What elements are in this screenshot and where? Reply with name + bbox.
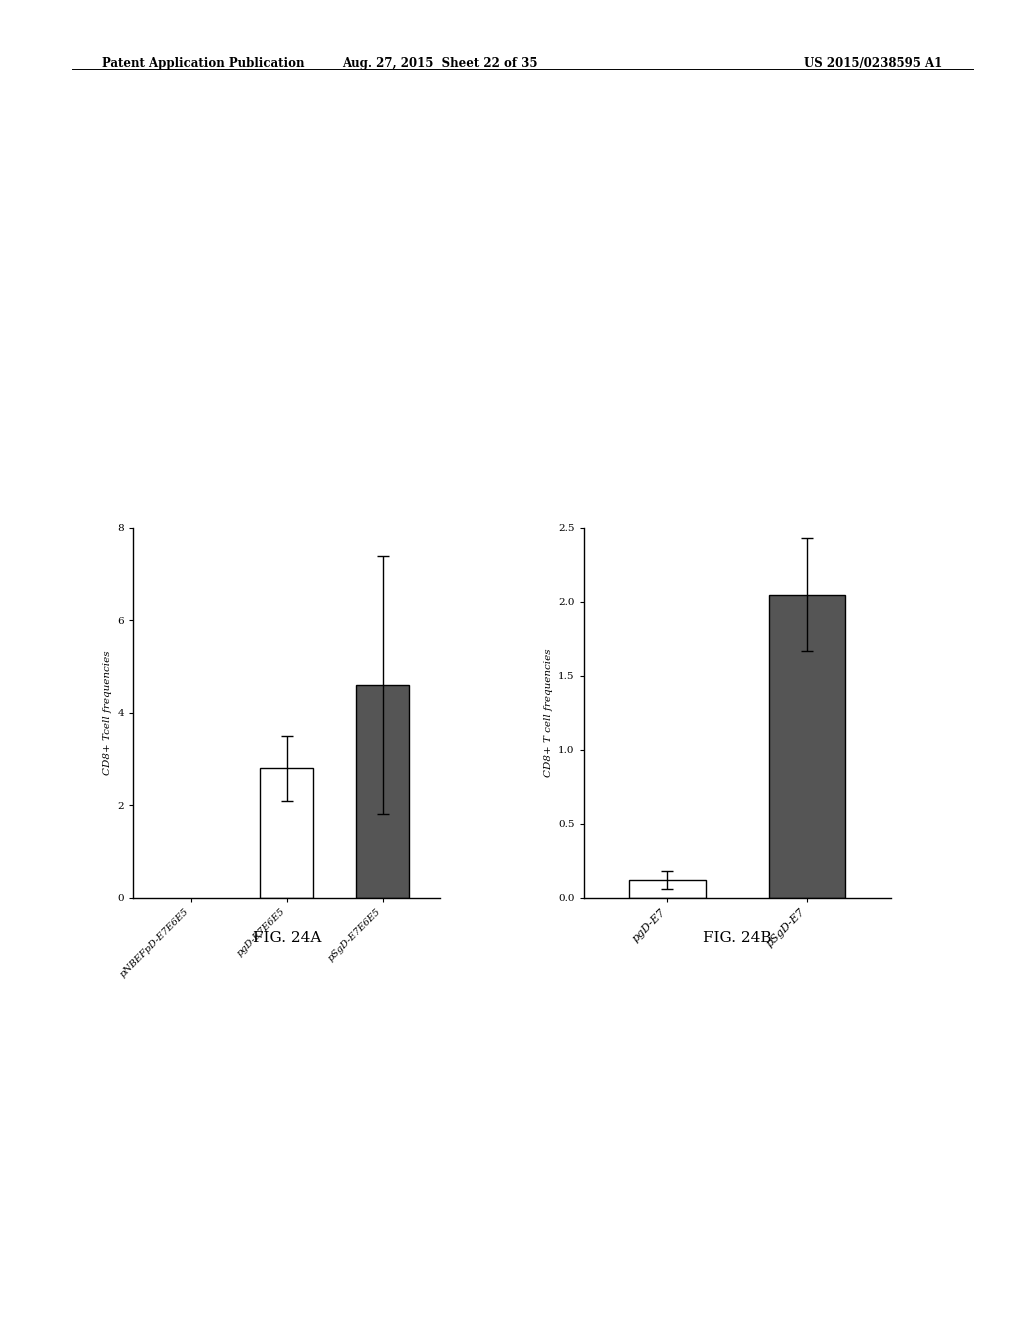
Text: FIG. 24A: FIG. 24A xyxy=(253,931,321,945)
Text: US 2015/0238595 A1: US 2015/0238595 A1 xyxy=(804,57,942,70)
Y-axis label: CD8+ Tcell frequencies: CD8+ Tcell frequencies xyxy=(102,651,112,775)
Text: Patent Application Publication: Patent Application Publication xyxy=(102,57,305,70)
Bar xyxy=(356,685,410,898)
Text: FIG. 24B: FIG. 24B xyxy=(703,931,771,945)
Bar xyxy=(769,594,846,898)
Y-axis label: CD8+ T cell frequencies: CD8+ T cell frequencies xyxy=(544,648,553,777)
Bar xyxy=(629,880,706,898)
Bar xyxy=(260,768,313,898)
Text: Aug. 27, 2015  Sheet 22 of 35: Aug. 27, 2015 Sheet 22 of 35 xyxy=(343,57,538,70)
